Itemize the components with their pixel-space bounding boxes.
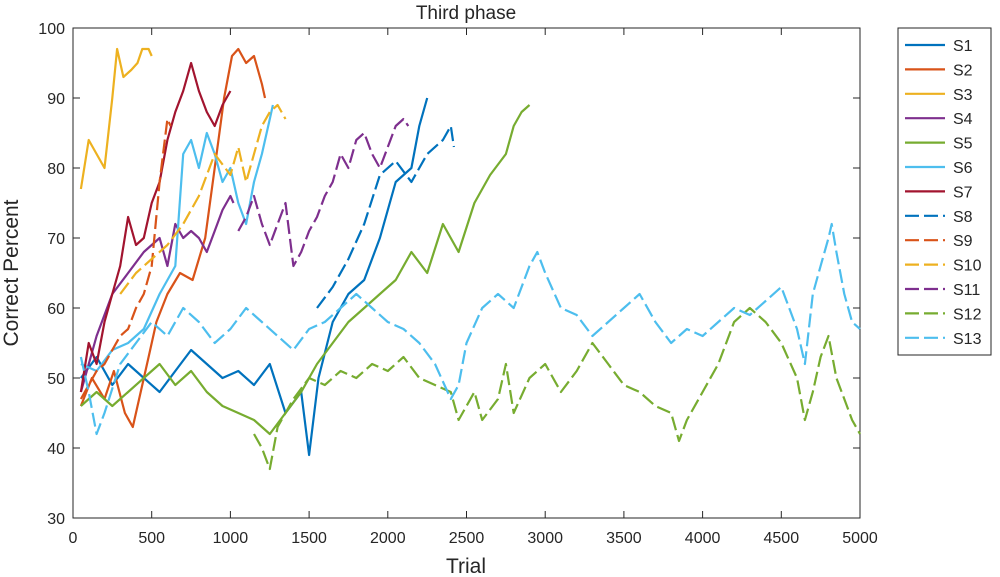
chart-title: Third phase [416,3,516,24]
series-line-s7 [79,61,232,393]
series-line-s3 [79,47,153,190]
x-tick-label: 2000 [370,530,406,547]
x-axis: 0 500 1000 1500 2000 2500 3000 3500 4000 4500 5000 [69,28,878,547]
y-tick-label: 60 [47,301,65,318]
plot-area [72,27,861,519]
y-tick-label: 100 [38,21,65,38]
series-line-s12 [253,306,861,471]
legend-label: S4 [953,111,973,128]
series-line-s6 [80,104,274,373]
axes-box [72,27,861,519]
x-tick-label: 5000 [842,530,878,547]
legend-label: S12 [953,306,982,323]
legend: S1 S2 S3 S4 S5 S6 S7 S8 S9 S10 S11 S12 S13 [897,27,992,356]
y-tick-label: 80 [47,161,65,178]
legend-label: S1 [953,38,973,55]
legend-label: S11 [953,282,980,299]
x-tick-label: 1000 [213,530,249,547]
x-axis-title: Trial [446,555,486,577]
series-line-s5 [80,104,531,436]
series-line-s10 [119,103,287,295]
series-line-s11 [237,117,410,268]
series-layer [79,47,861,471]
y-tick-label: 90 [47,91,65,108]
legend-label: S7 [953,184,973,201]
x-tick-label: 4500 [764,530,800,547]
legend-label: S10 [953,258,982,275]
legend-label: S8 [953,209,973,226]
series-line-s9 [79,117,172,400]
x-tick-label: 0 [69,530,78,547]
x-tick-label: 2500 [449,530,485,547]
x-tick-label: 3000 [527,530,563,547]
y-axis: 30 40 50 60 70 80 90 100 [38,21,860,528]
x-tick-label: 3500 [606,530,642,547]
legend-label: S3 [953,87,973,104]
legend-label: S5 [953,136,973,153]
x-tick-label: 4000 [685,530,721,547]
x-tick-label: 500 [138,530,165,547]
series-line-s8 [316,124,455,309]
y-tick-label: 30 [47,511,65,528]
series-line-s2 [79,47,267,429]
x-tick-label: 1500 [291,530,327,547]
legend-label: S9 [953,233,973,250]
y-axis-title: Correct Percent [0,199,23,346]
legend-label: S2 [953,62,973,79]
series-line-s13 [79,222,861,436]
legend-label: S13 [953,331,982,348]
y-tick-label: 50 [47,371,65,388]
legend-label: S6 [953,160,973,177]
y-tick-label: 70 [47,231,65,248]
y-tick-label: 40 [47,441,65,458]
